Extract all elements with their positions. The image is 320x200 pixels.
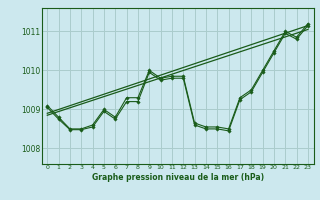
X-axis label: Graphe pression niveau de la mer (hPa): Graphe pression niveau de la mer (hPa): [92, 173, 264, 182]
